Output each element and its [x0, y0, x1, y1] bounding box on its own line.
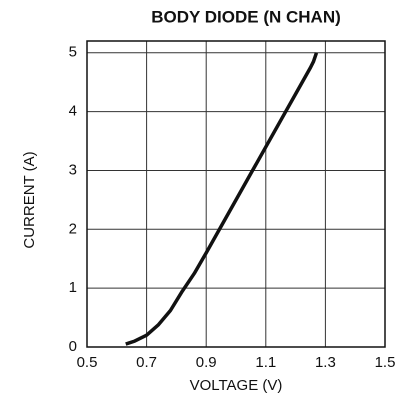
y-tick-label: 0	[69, 338, 77, 355]
x-axis-label: VOLTAGE (V)	[190, 377, 283, 394]
y-tick-label: 2	[69, 220, 77, 237]
x-tick-label: 0.9	[196, 354, 217, 371]
y-tick-label: 3	[69, 161, 77, 178]
y-tick-label: 5	[69, 44, 77, 61]
x-tick-label: 1.3	[315, 354, 336, 371]
chart-title: BODY DIODE (N CHAN)	[151, 7, 341, 26]
y-tick-label: 4	[69, 103, 77, 120]
x-tick-label: 0.7	[136, 354, 157, 371]
x-tick-label: 1.1	[255, 354, 276, 371]
plot-frame	[86, 40, 386, 348]
y-tick-label: 1	[69, 279, 77, 296]
x-tick-label: 1.5	[375, 354, 396, 371]
y-axis-label: CURRENT (A)	[21, 151, 38, 248]
data-line	[125, 52, 319, 346]
x-tick-label: 0.5	[77, 354, 98, 371]
